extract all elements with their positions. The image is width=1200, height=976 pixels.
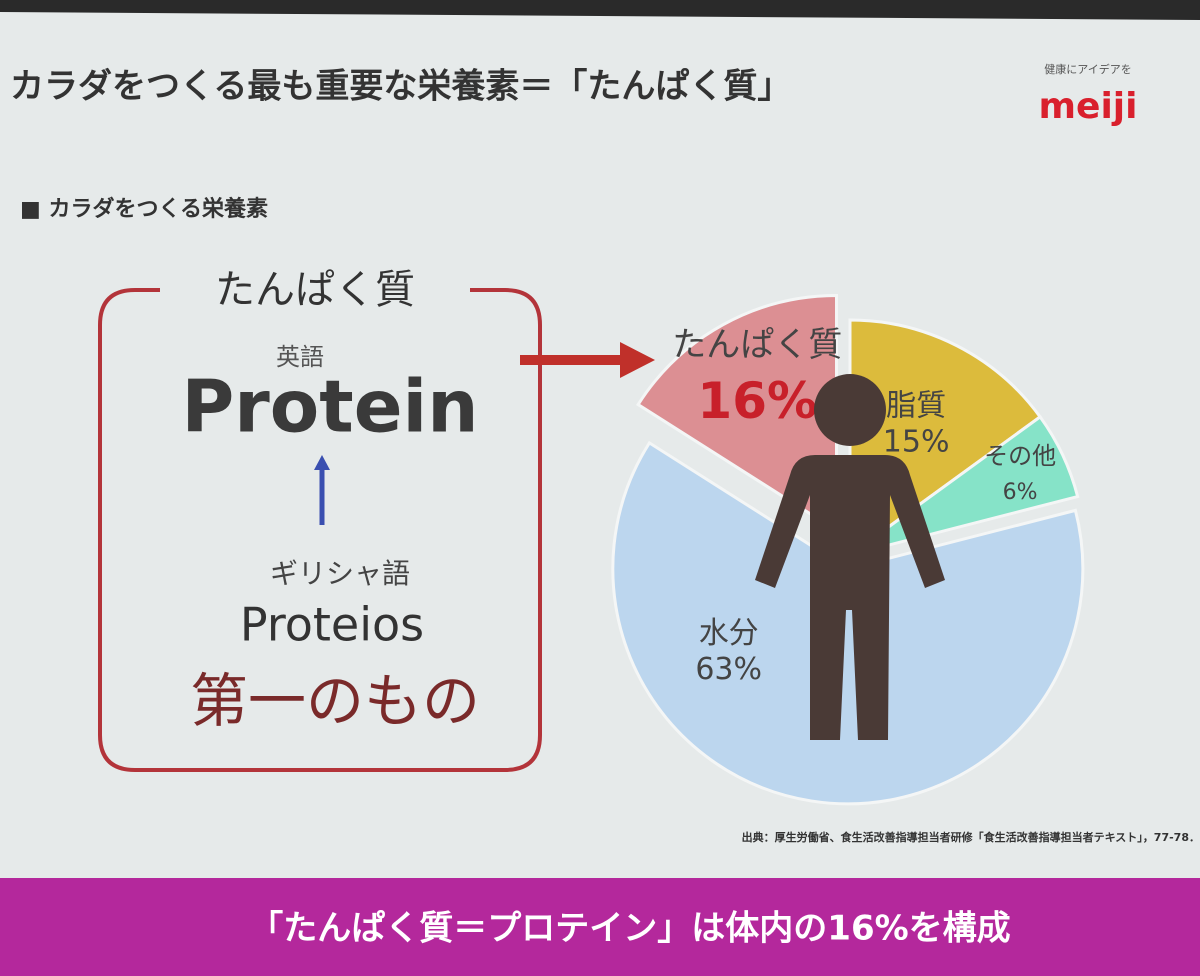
section-label: ■ カラダをつくる栄養素: [20, 196, 268, 222]
pie-slice: [611, 440, 1085, 806]
up-arrow-head: [314, 455, 330, 470]
banner-text: 「たんぱく質＝プロテイン」は体内の16%を構成: [249, 909, 1010, 949]
banner: [0, 878, 1200, 976]
pie-slice: [636, 293, 839, 534]
slice-value-label: 6%: [1003, 480, 1038, 505]
slice-value-label: 15%: [883, 425, 950, 460]
pointer-arrow-head: [620, 342, 655, 378]
slide-title: カラダをつくる最も重要な栄養素＝「たんぱく質」: [10, 67, 791, 107]
person-icon: [755, 374, 945, 740]
slice-category: その他: [984, 442, 1056, 470]
logo-tagline: 健康にアイデアを: [1044, 62, 1131, 76]
logo: meiji: [1039, 86, 1138, 127]
english-word: Protein: [182, 365, 479, 449]
slice-category: たんぱく質: [672, 325, 842, 365]
person-head: [814, 374, 886, 446]
slice-category: 脂質: [886, 389, 946, 424]
source: 出典：厚生労働省、食生活改善指導担当者研修「食生活改善指導担当者テキスト」，77…: [742, 830, 1200, 844]
slice-value-label: 16%: [697, 372, 817, 430]
slice-value-label: 63%: [695, 652, 762, 687]
english-label: 英語: [276, 343, 324, 371]
greek-label: ギリシャ語: [270, 557, 410, 590]
box-title: たんぱく質: [215, 267, 415, 313]
slice-category: 水分: [699, 616, 759, 651]
greek-word: Proteios: [240, 598, 424, 652]
box-frame: [98, 288, 542, 772]
meaning: 第一のもの: [190, 667, 480, 735]
person-body: [755, 455, 945, 740]
top-edge: [0, 0, 1200, 20]
